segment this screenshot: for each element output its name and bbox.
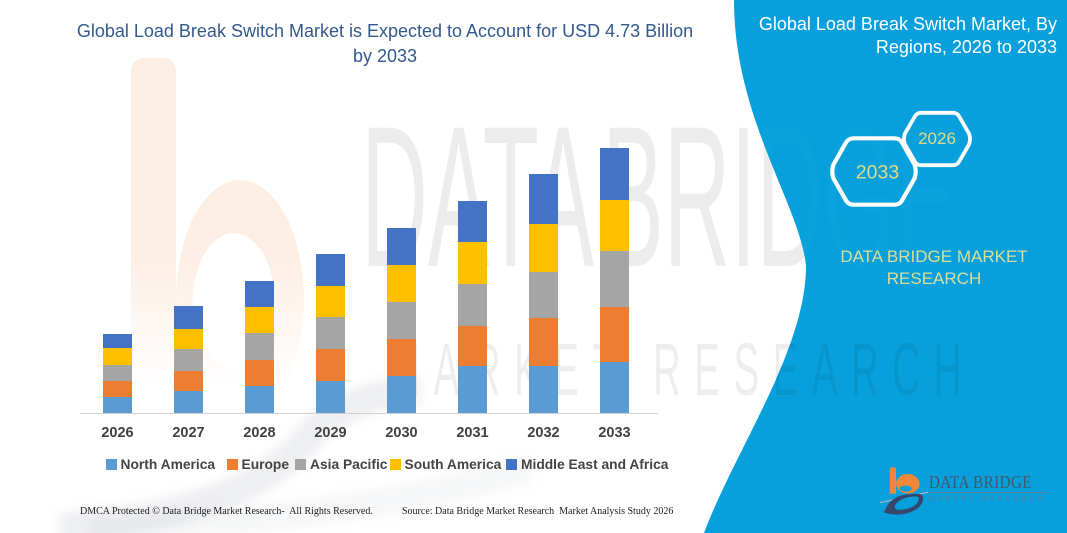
svg-text:2033: 2033 xyxy=(856,162,899,184)
svg-text:2026: 2026 xyxy=(918,129,956,148)
